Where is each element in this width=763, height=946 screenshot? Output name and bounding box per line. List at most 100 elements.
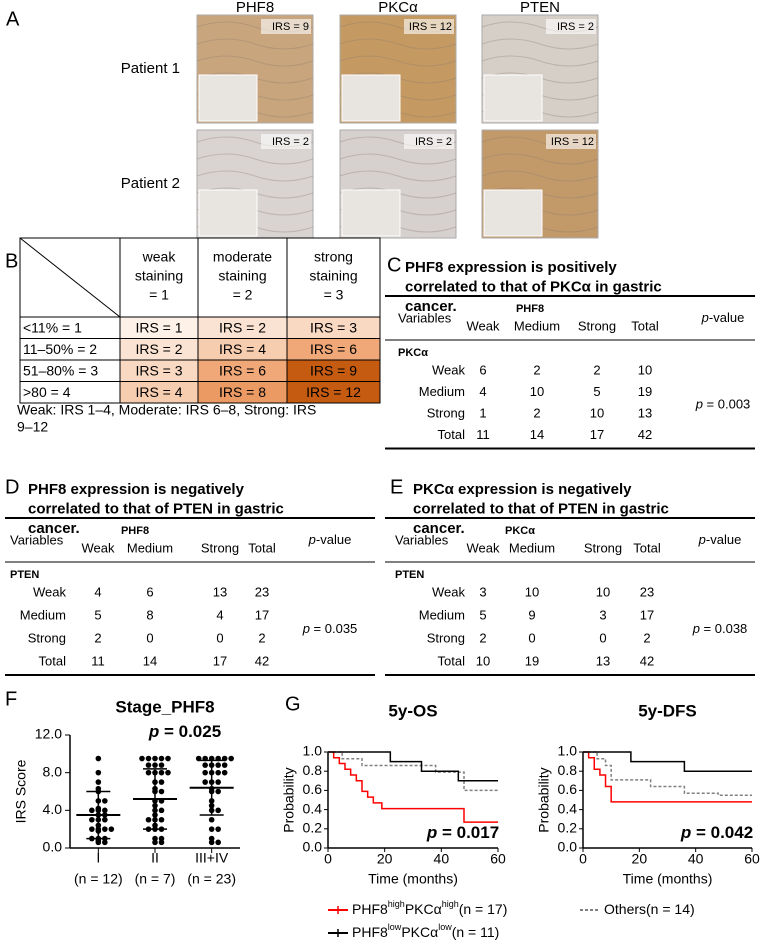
survival-curve: [328, 752, 498, 822]
data-point: [215, 770, 221, 776]
p-annotation-part: p: [148, 722, 159, 741]
data-point: [96, 770, 102, 776]
table-cell: 10: [596, 584, 610, 599]
table-cell: 2: [533, 405, 540, 420]
data-point: [215, 840, 221, 846]
table-cell: 17: [590, 427, 604, 442]
legend-entry-part: PKCα: [401, 924, 438, 940]
table-cell: 8: [146, 607, 153, 622]
legend-entry-part: low: [438, 922, 452, 932]
data-point: [146, 817, 152, 823]
y-tick-label: 0.8: [303, 762, 323, 778]
row-label: Strong: [28, 630, 66, 645]
y-tick-label: 0.0: [558, 839, 578, 855]
y-tick-label: 1.0: [558, 743, 578, 759]
data-point: [165, 756, 171, 762]
x-tick-label: 60: [744, 851, 760, 867]
y-tick-label: 4.0: [43, 801, 63, 817]
data-point: [146, 770, 152, 776]
column-header: Weak: [467, 540, 500, 555]
note: 9–12: [17, 419, 48, 435]
survival-curve: [583, 752, 752, 802]
column-header: PTEN: [520, 0, 560, 16]
row-label: Total: [438, 427, 466, 442]
p-annotation: p = 0.042: [680, 823, 753, 842]
irs-label: IRS = 2: [415, 136, 452, 148]
data-point: [159, 840, 165, 846]
table-cell: 2: [94, 630, 101, 645]
data-point: [215, 779, 221, 785]
y-axis-label: Probability: [281, 767, 297, 832]
table-cell: 42: [638, 427, 652, 442]
table-cell: 14: [530, 427, 544, 442]
table-cell: 11: [91, 653, 105, 668]
table-cell: 3: [479, 584, 486, 599]
row-label: Medium: [419, 384, 465, 399]
p-value-header: p-value: [308, 532, 352, 547]
p-value: p = 0.035: [302, 621, 358, 636]
panel-label: F: [5, 688, 17, 710]
survival-curve: [583, 752, 752, 795]
inset-image: [342, 75, 400, 121]
table-cell: 0: [599, 630, 606, 645]
column-variable: PHF8: [121, 525, 149, 537]
data-point: [102, 817, 108, 823]
column-header: PHF8: [236, 0, 274, 16]
survival-curve: [583, 752, 752, 771]
y-tick-label: 0.6: [558, 781, 578, 797]
table-cell: 17: [640, 607, 654, 622]
data-point: [228, 756, 234, 762]
table-cell: 23: [640, 584, 654, 599]
data-point: [102, 798, 108, 804]
irs-label: IRS = 12: [409, 21, 452, 33]
p-value-header-part: p: [701, 310, 709, 325]
table-cell: 0: [146, 630, 153, 645]
data-point: [222, 770, 228, 776]
column-header: Total: [633, 540, 661, 555]
p-annotation-part: p: [680, 823, 691, 842]
row-label: Total: [438, 653, 466, 668]
data-point: [96, 756, 102, 762]
table-cell: 2: [258, 630, 265, 645]
p-value-header: p-value: [698, 532, 742, 547]
data-point: [102, 826, 108, 832]
legend-entry-part: (n = 17): [459, 901, 508, 917]
row-variable: PKCα: [398, 347, 428, 359]
data-point: [152, 840, 158, 846]
column-header: PKCα: [378, 0, 418, 16]
data-point: [89, 826, 95, 832]
panel-label: E: [390, 476, 403, 498]
p-value-part: p: [302, 621, 310, 636]
row-label: Medium: [20, 607, 66, 622]
data-point: [209, 817, 215, 823]
p-value-header: p-value: [701, 310, 745, 325]
legend-entry: PHF8lowPKCαlow(n = 11): [352, 922, 499, 939]
table-cell: 6: [146, 584, 153, 599]
data-point: [159, 779, 165, 785]
row-label: Weak: [432, 584, 465, 599]
x-axis-label: Time (months): [368, 871, 458, 887]
panel-label: C: [387, 254, 401, 276]
header-text: staining: [218, 268, 266, 284]
variables-label: Variables: [398, 310, 452, 325]
y-tick-label: 0.0: [43, 839, 63, 855]
row-label: Medium: [419, 607, 465, 622]
p-value-part: = 0.038: [700, 621, 747, 636]
table-cell: 13: [213, 584, 227, 599]
legend-entry: PHF8highPKCαhigh(n = 17): [352, 899, 507, 916]
irs-label: IRS = 2: [272, 136, 309, 148]
data-point: [215, 826, 221, 832]
p-value-part: = 0.003: [703, 397, 750, 412]
irs-label: IRS = 9: [272, 21, 309, 33]
table-cell: 11: [476, 427, 490, 442]
p-value: p = 0.038: [692, 621, 748, 636]
legend-entry-part: high: [388, 899, 405, 909]
legend-entry-part: high: [442, 899, 459, 909]
header-text: = 1: [149, 287, 169, 303]
table-cell: 4: [479, 384, 486, 399]
table-cell: 5: [479, 607, 486, 622]
data-point: [146, 762, 152, 768]
p-value-part: p: [695, 397, 703, 412]
data-point: [96, 779, 102, 785]
table-cell: 5: [593, 384, 600, 399]
